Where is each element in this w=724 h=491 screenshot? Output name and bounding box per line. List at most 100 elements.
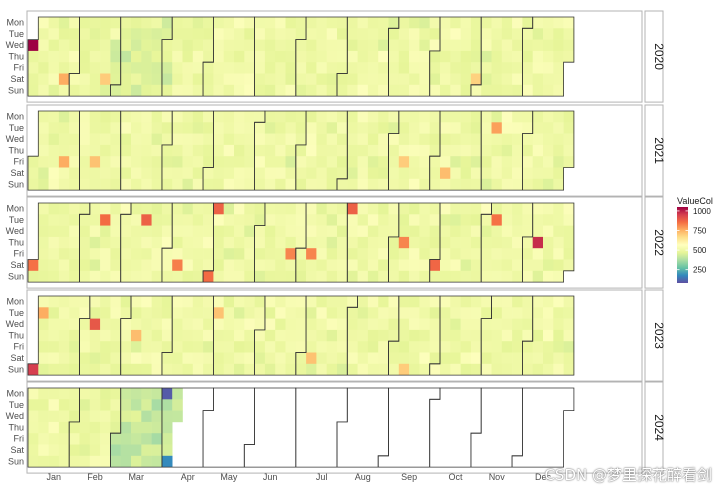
day-cell bbox=[48, 363, 60, 376]
day-cell bbox=[347, 17, 358, 29]
day-cell bbox=[429, 62, 441, 74]
month-outline bbox=[522, 110, 575, 191]
day-cell bbox=[326, 318, 338, 331]
day-cell bbox=[100, 388, 111, 400]
day-cell bbox=[429, 225, 441, 238]
day-cell bbox=[481, 214, 492, 226]
day-cell bbox=[295, 318, 307, 331]
day-cell bbox=[398, 248, 410, 260]
day-cell bbox=[182, 341, 194, 353]
day-cell bbox=[532, 259, 544, 272]
day-cell bbox=[141, 248, 152, 260]
day-cell bbox=[131, 270, 142, 283]
day-cell bbox=[450, 352, 461, 365]
day-cell bbox=[223, 203, 235, 215]
day-cell bbox=[295, 270, 307, 283]
day-cell bbox=[131, 39, 142, 52]
day-cell bbox=[460, 28, 472, 40]
day-cell bbox=[213, 167, 224, 180]
legend-tick-label: 500 bbox=[693, 246, 707, 255]
day-cell bbox=[203, 111, 214, 123]
day-cell bbox=[450, 167, 461, 180]
day-cell bbox=[203, 259, 214, 272]
day-cell bbox=[151, 410, 163, 423]
day-cell bbox=[388, 178, 400, 191]
day-cell bbox=[213, 259, 224, 272]
day-cell bbox=[563, 144, 575, 157]
day-cell bbox=[120, 133, 132, 146]
day-cell bbox=[563, 225, 575, 238]
day-cell bbox=[203, 318, 214, 331]
day-cell bbox=[38, 225, 49, 238]
day-cell bbox=[398, 363, 410, 376]
day-cell bbox=[58, 296, 70, 308]
day-cell bbox=[450, 28, 461, 40]
day-cell bbox=[532, 203, 544, 215]
day-cell bbox=[28, 270, 39, 283]
day-cell bbox=[357, 17, 369, 29]
day-cell bbox=[182, 329, 194, 342]
day-cell bbox=[316, 203, 327, 215]
day-cell bbox=[429, 73, 441, 86]
day-cell bbox=[89, 236, 101, 249]
day-cell bbox=[244, 329, 255, 342]
day-cell bbox=[316, 144, 327, 157]
day-cell bbox=[378, 318, 389, 331]
day-cell bbox=[419, 17, 430, 29]
month-label-aug: Aug bbox=[355, 472, 371, 482]
day-cell bbox=[79, 363, 91, 376]
day-cell bbox=[110, 84, 121, 97]
day-cell bbox=[100, 122, 111, 134]
day-cell bbox=[460, 329, 472, 342]
day-cell bbox=[378, 50, 389, 63]
day-cell bbox=[450, 270, 461, 283]
day-cell bbox=[58, 433, 70, 445]
day-cell bbox=[419, 133, 430, 146]
day-cell bbox=[244, 225, 255, 238]
day-cell bbox=[172, 410, 183, 423]
day-cell bbox=[223, 318, 235, 331]
day-cell bbox=[182, 307, 194, 319]
day-cell bbox=[141, 39, 152, 52]
day-cell bbox=[491, 307, 503, 319]
day-cell bbox=[141, 84, 152, 97]
day-cell bbox=[440, 28, 451, 40]
day-cell bbox=[501, 259, 513, 272]
day-cell bbox=[522, 203, 533, 215]
day-cell bbox=[553, 39, 564, 52]
month-outline bbox=[470, 387, 523, 468]
day-cell bbox=[69, 73, 80, 86]
day-cell bbox=[69, 111, 80, 123]
day-cell bbox=[38, 50, 49, 63]
day-cell bbox=[89, 214, 101, 226]
day-cell bbox=[141, 133, 152, 146]
day-cell bbox=[450, 248, 461, 260]
day-cell bbox=[58, 421, 70, 434]
day-cell bbox=[419, 296, 430, 308]
day-cell bbox=[409, 84, 420, 97]
weekday-label: Fri bbox=[14, 63, 25, 73]
day-cell bbox=[460, 248, 472, 260]
day-cell bbox=[357, 73, 369, 86]
month-axis: Jan Feb Mar Apr May Jun Jul Aug Sep Oct Nov Dec bbox=[47, 472, 552, 482]
day-cell bbox=[409, 73, 420, 86]
day-cell bbox=[553, 214, 564, 226]
day-cell bbox=[38, 421, 49, 434]
day-cell bbox=[69, 167, 80, 180]
day-cell bbox=[357, 307, 369, 319]
day-cell bbox=[244, 248, 255, 260]
day-cell bbox=[378, 307, 389, 319]
day-cell bbox=[419, 156, 430, 168]
day-cell bbox=[223, 352, 235, 365]
day-cell bbox=[481, 28, 492, 40]
day-cell bbox=[512, 259, 523, 272]
day-cell bbox=[141, 167, 152, 180]
day-cell bbox=[131, 203, 142, 215]
day-cell bbox=[357, 122, 369, 134]
day-cell bbox=[337, 17, 348, 29]
day-cell bbox=[89, 352, 101, 365]
day-cell bbox=[264, 84, 276, 97]
day-cell bbox=[244, 39, 255, 52]
day-cell bbox=[89, 433, 101, 445]
day-cell bbox=[131, 329, 142, 342]
